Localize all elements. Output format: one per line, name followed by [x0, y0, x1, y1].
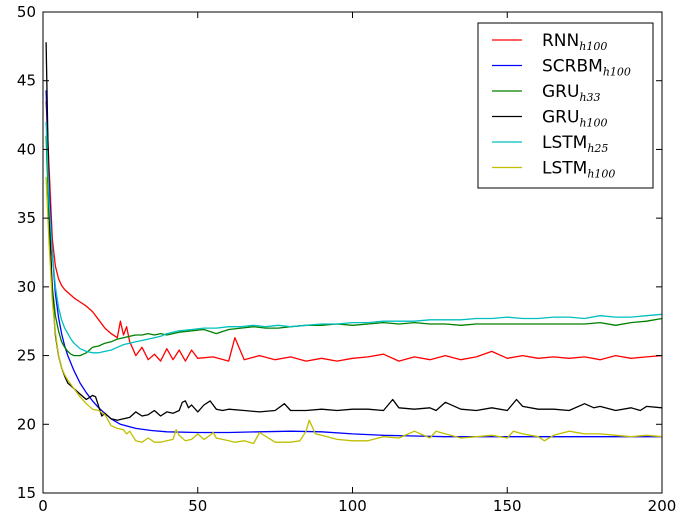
legend-label: SCRBMh100 [542, 57, 631, 79]
y-tick-label: 45 [17, 72, 36, 90]
legend-box [477, 22, 654, 189]
y-tick-label: 50 [17, 3, 36, 21]
series-line-scrbm-h100 [45, 90, 662, 438]
y-tick-label: 15 [17, 484, 36, 502]
legend: RNNh100 SCRBMh100 GRUh33 GRUh100 LSTMh25 LSTM… [477, 22, 654, 189]
y-tick-label: 25 [17, 347, 36, 365]
legend-label: RNNh100 [542, 31, 607, 53]
series-line-lstm-h25 [45, 121, 663, 354]
series-layer [45, 42, 663, 445]
x-tick-label: 50 [188, 497, 207, 515]
x-tick-label: 100 [338, 497, 367, 515]
y-tick-label: 35 [17, 209, 36, 227]
series-line-gru-h100 [45, 42, 663, 421]
legend-label: LSTMh25 [542, 133, 608, 155]
tick-layer: 0 50 100 150 200 15 20 25 30 35 40 45 50 [17, 3, 676, 515]
y-tick-label: 20 [17, 415, 36, 433]
y-tick-label: 30 [17, 278, 36, 296]
x-tick-label: 150 [493, 497, 522, 515]
series-line-rnn-h100 [45, 101, 663, 362]
series-line-gru-h33 [45, 135, 663, 357]
legend-label: LSTMh100 [542, 159, 615, 181]
legend-label: GRUh33 [542, 82, 601, 104]
y-tick-label: 40 [17, 140, 36, 158]
x-tick-label: 200 [648, 497, 677, 515]
x-tick-label: 0 [38, 497, 48, 515]
series-line-lstm-h100 [45, 176, 663, 445]
legend-label: GRUh100 [542, 108, 608, 130]
